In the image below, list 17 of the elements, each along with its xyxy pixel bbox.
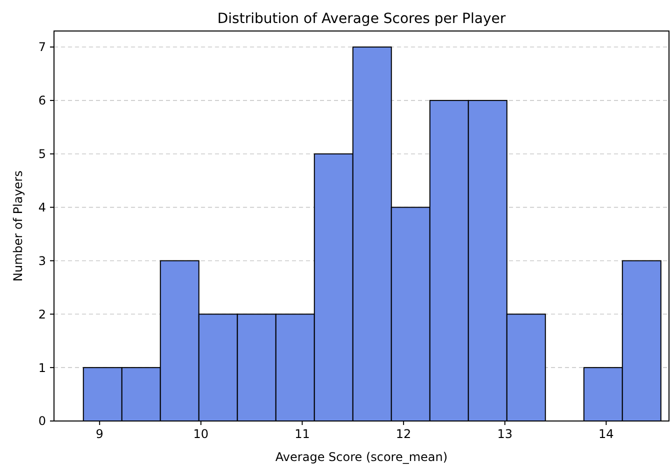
y-tick-label: 7 — [38, 40, 46, 54]
y-tick-label: 1 — [38, 360, 46, 375]
chart-title: Distribution of Average Scores per Player — [217, 11, 506, 27]
y-axis-title: Number of Players — [11, 170, 25, 282]
x-tick-label: 10 — [193, 427, 209, 441]
x-tick-label: 11 — [294, 427, 310, 441]
x-tick-label: 14 — [598, 427, 614, 441]
x-axis-title: Average Score (score_mean) — [275, 450, 448, 464]
y-tick-label: 4 — [38, 200, 46, 214]
x-tick-label: 12 — [396, 427, 412, 441]
x-tick-label: 9 — [96, 427, 104, 441]
y-tick-label: 2 — [38, 307, 46, 322]
y-tick-label: 0 — [38, 414, 46, 428]
x-tick-label: 13 — [497, 427, 513, 441]
y-tick-label: 5 — [38, 147, 46, 162]
y-tick-label: 6 — [38, 94, 46, 108]
y-tick-label: 3 — [38, 254, 46, 268]
